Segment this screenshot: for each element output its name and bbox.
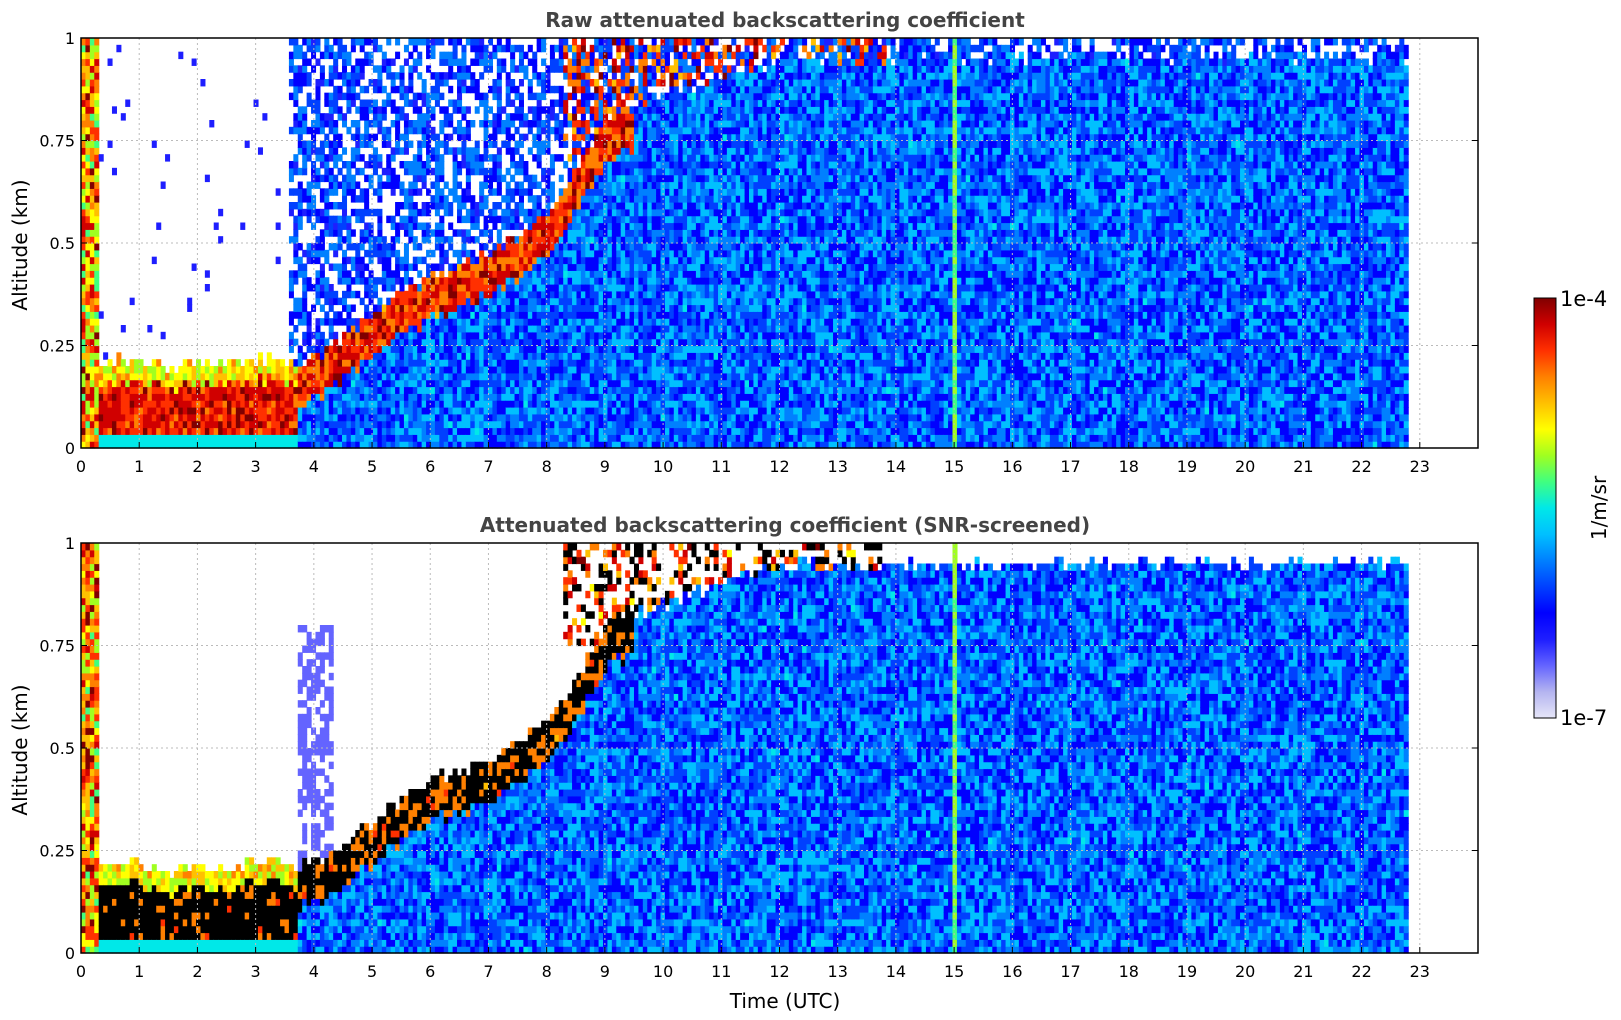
y-tick-label: 1 (65, 29, 75, 48)
x-tick-label: 15 (944, 962, 964, 981)
x-tick-label: 1 (134, 962, 144, 981)
x-tick-label: 9 (600, 962, 610, 981)
x-tick-label: 11 (711, 457, 731, 476)
heatmap-image (81, 38, 1409, 449)
x-tick-label: 12 (769, 457, 789, 476)
x-tick-label: 5 (367, 457, 377, 476)
x-tick-label: 0 (76, 457, 86, 476)
x-tick-label: 16 (1002, 962, 1022, 981)
panel-title: Raw attenuated backscattering coefficien… (545, 8, 1025, 32)
x-tick-label: 17 (1060, 962, 1080, 981)
x-tick-label: 6 (425, 962, 435, 981)
x-tick-label: 1 (134, 457, 144, 476)
x-tick-label: 13 (828, 962, 848, 981)
colorbar-gradient (1533, 297, 1557, 719)
x-tick-label: 11 (711, 962, 731, 981)
x-tick-label: 23 (1410, 962, 1430, 981)
colorbar-min-label: 1e-7 (1560, 706, 1607, 730)
x-tick-label: 22 (1351, 457, 1371, 476)
x-tick-label: 4 (309, 457, 319, 476)
y-axis-label: Altitude (km) (8, 684, 32, 815)
raw-backscatter-panel: Raw attenuated backscattering coefficien… (8, 8, 1479, 476)
x-tick-label: 19 (1177, 962, 1197, 981)
x-tick-label: 12 (769, 962, 789, 981)
x-axis-label: Time (UTC) (729, 989, 841, 1013)
x-tick-label: 20 (1235, 457, 1255, 476)
x-tick-label: 10 (653, 457, 673, 476)
x-tick-label: 2 (192, 457, 202, 476)
x-tick-label: 8 (542, 962, 552, 981)
y-tick-label: 0.5 (50, 234, 75, 253)
y-tick-label: 0.25 (39, 337, 75, 356)
x-tick-label: 20 (1235, 962, 1255, 981)
y-axis-ticks: 0 0.25 0.5 0.75 1 (39, 534, 1478, 963)
x-tick-label: 7 (483, 962, 493, 981)
x-tick-label: 21 (1293, 457, 1313, 476)
x-axis-ticks: 0 1 2 3 4 5 6 7 8 9 10 11 12 13 14 15 16 17 18 19 20 21 22 23 (76, 947, 1430, 981)
y-tick-label: 0.5 (50, 739, 75, 758)
x-tick-label: 8 (542, 457, 552, 476)
y-tick-label: 0.75 (39, 132, 75, 151)
y-tick-label: 0.25 (39, 842, 75, 861)
x-tick-label: 3 (251, 962, 261, 981)
y-axis-label: Altitude (km) (8, 179, 32, 310)
panel-title: Attenuated backscattering coefficient (S… (480, 513, 1090, 537)
x-tick-label: 7 (483, 457, 493, 476)
y-tick-label: 0 (65, 439, 75, 458)
snr-screened-panel: Attenuated backscattering coefficient (S… (8, 513, 1479, 1013)
x-tick-label: 6 (425, 457, 435, 476)
x-tick-label: 0 (76, 962, 86, 981)
x-tick-label: 16 (1002, 457, 1022, 476)
y-axis-ticks: 0 0.25 0.5 0.75 1 (39, 29, 1478, 458)
y-tick-label: 1 (65, 534, 75, 553)
x-tick-label: 17 (1060, 457, 1080, 476)
x-tick-label: 18 (1119, 457, 1139, 476)
colorbar-max-label: 1e-4 (1560, 287, 1607, 311)
x-tick-label: 22 (1351, 962, 1371, 981)
x-tick-label: 9 (600, 457, 610, 476)
x-tick-label: 18 (1119, 962, 1139, 981)
x-tick-label: 2 (192, 962, 202, 981)
x-axis-ticks: 0 1 2 3 4 5 6 7 8 9 10 11 12 13 14 15 16 17 18 19 20 21 22 23 (76, 442, 1430, 476)
x-tick-label: 10 (653, 962, 673, 981)
x-tick-label: 14 (886, 457, 906, 476)
heatmap-image (81, 543, 1409, 954)
x-tick-label: 5 (367, 962, 377, 981)
x-tick-label: 23 (1410, 457, 1430, 476)
x-tick-label: 3 (251, 457, 261, 476)
grid-lines (80, 37, 1478, 449)
x-tick-label: 15 (944, 457, 964, 476)
x-tick-label: 14 (886, 962, 906, 981)
colorbar-unit-label: 1/m/sr (1587, 475, 1611, 540)
x-tick-label: 19 (1177, 457, 1197, 476)
x-tick-label: 13 (828, 457, 848, 476)
x-tick-label: 4 (309, 962, 319, 981)
colorbar: 1e-4 1e-7 1/m/sr (1533, 287, 1611, 730)
y-tick-label: 0.75 (39, 637, 75, 656)
y-tick-label: 0 (65, 944, 75, 963)
x-tick-label: 21 (1293, 962, 1313, 981)
